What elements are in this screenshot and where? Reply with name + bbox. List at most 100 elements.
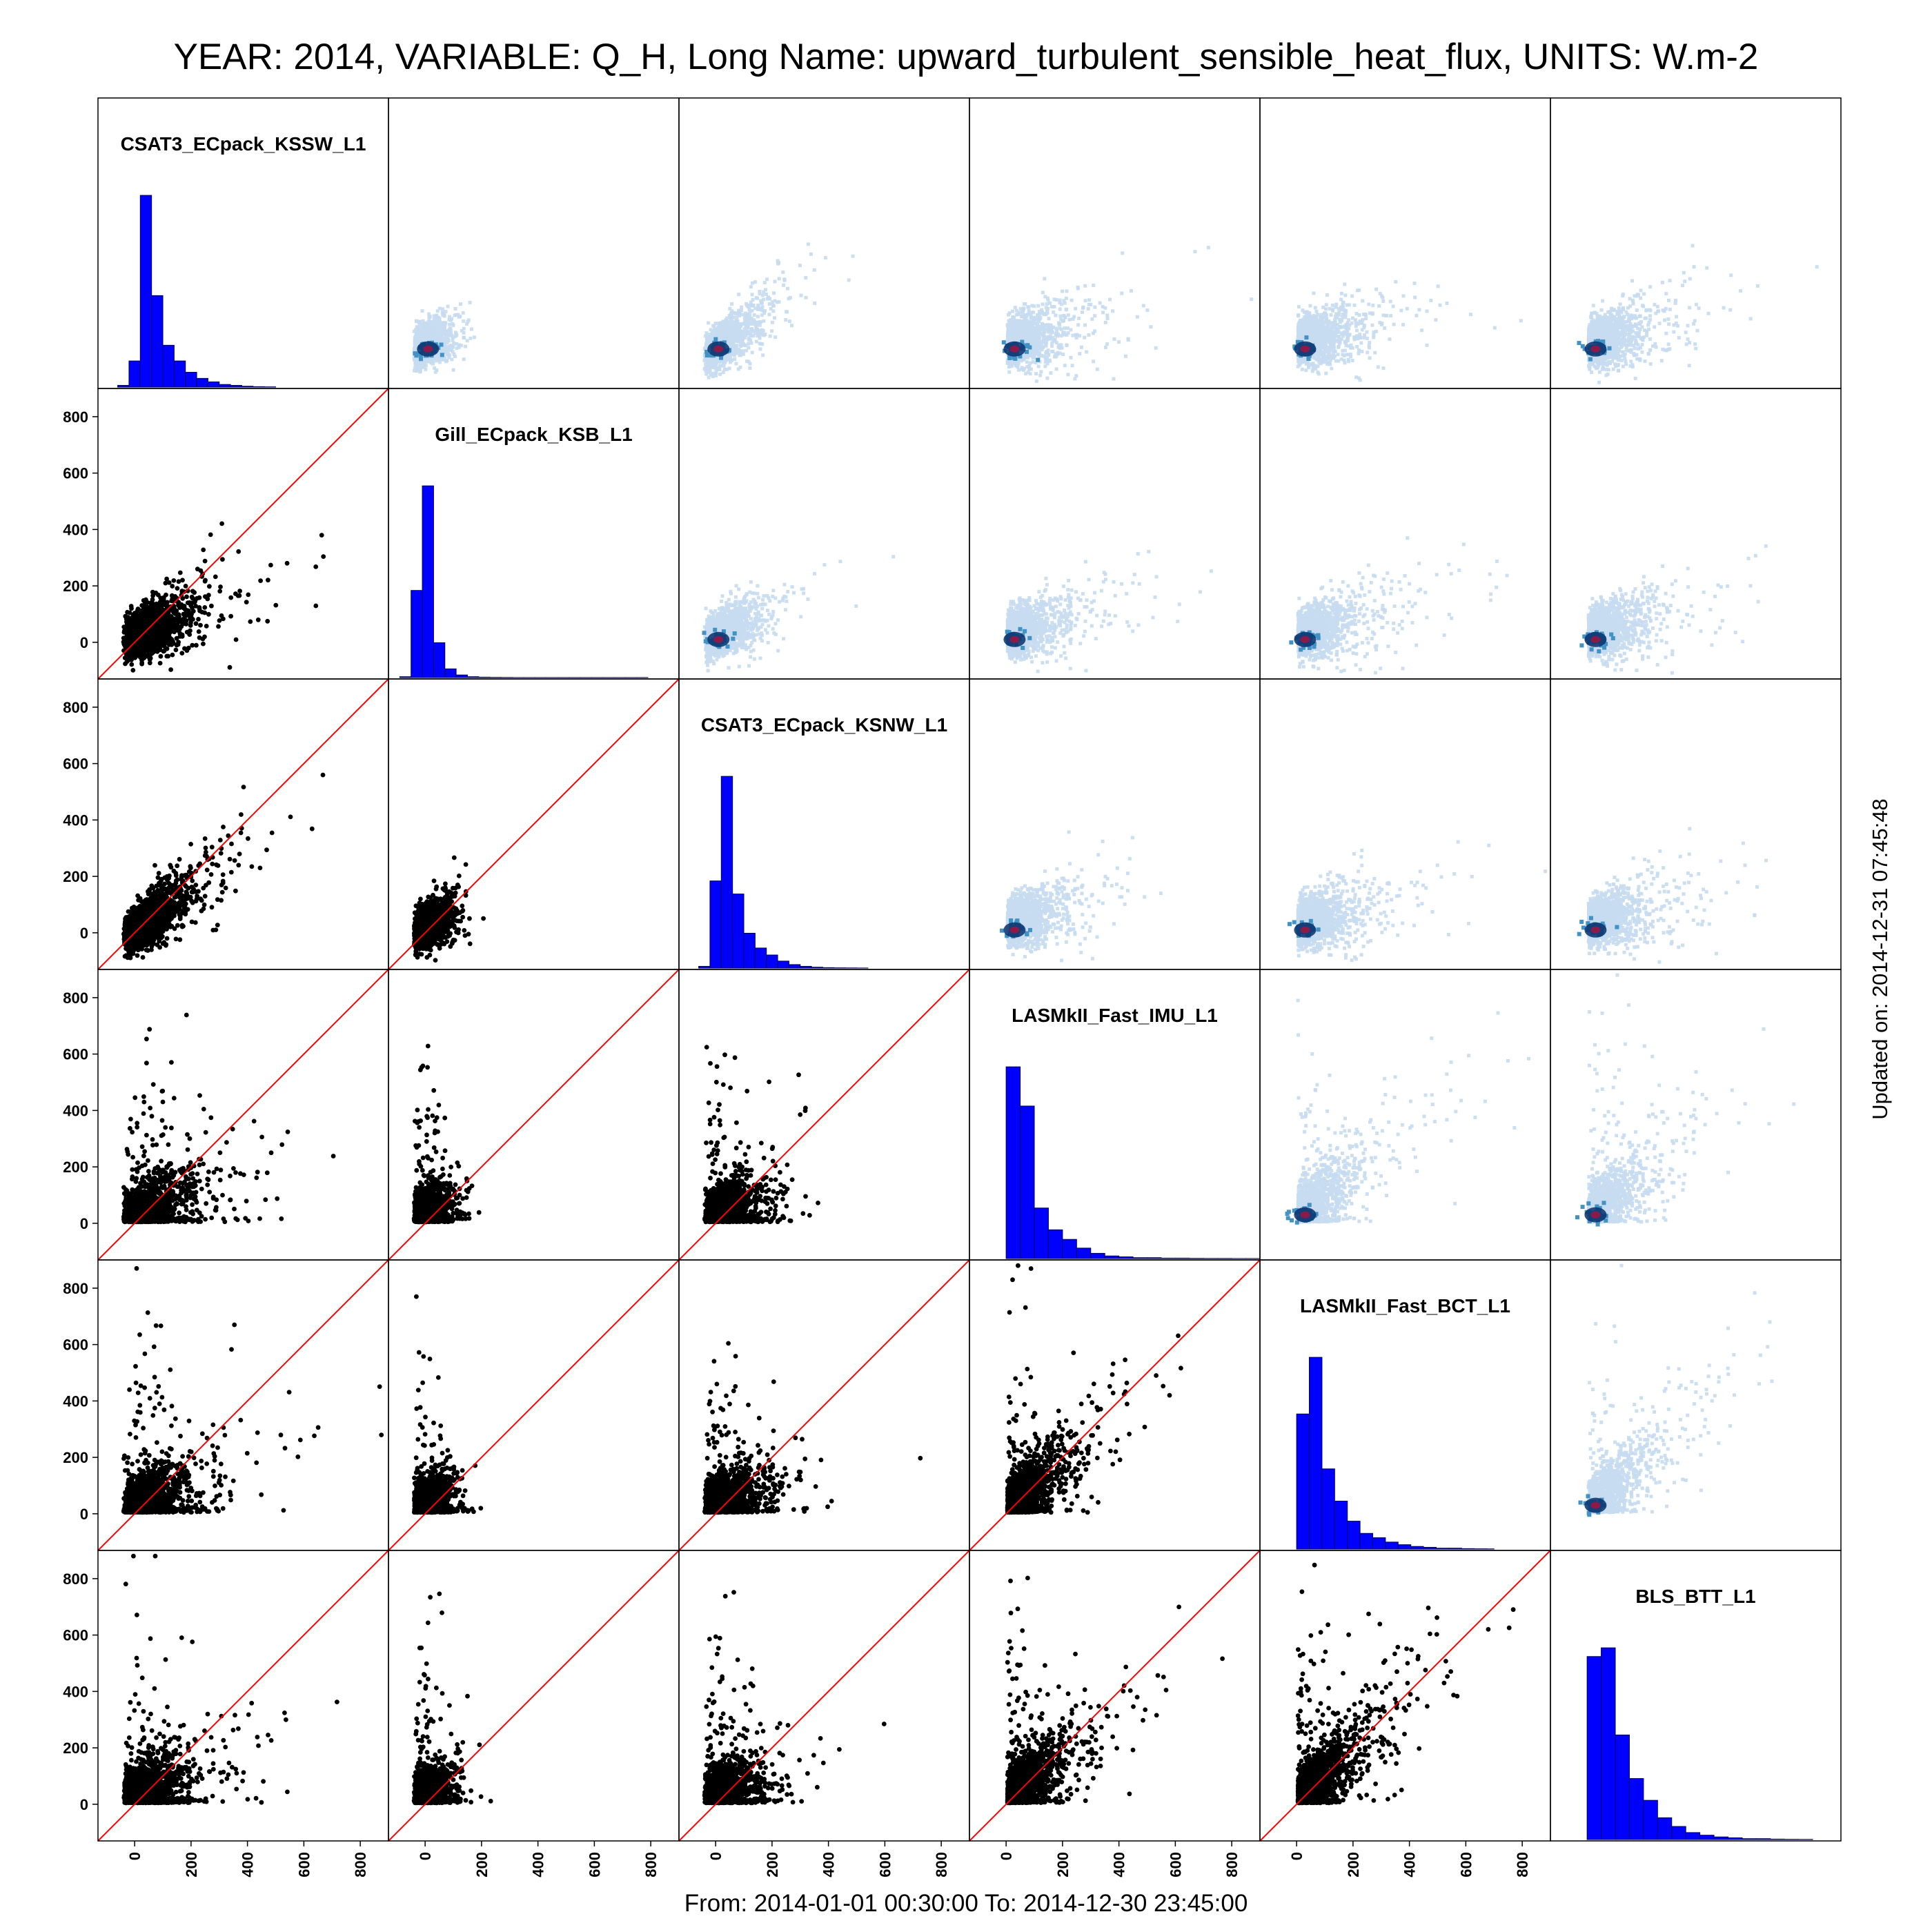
density-cell bbox=[1014, 319, 1018, 324]
density-cell bbox=[1083, 323, 1087, 327]
density-cell bbox=[438, 340, 442, 344]
density-cell bbox=[734, 319, 738, 323]
density-cell bbox=[415, 330, 419, 334]
density-cell bbox=[707, 362, 711, 366]
histogram-bar bbox=[219, 384, 231, 388]
density-cell bbox=[1053, 337, 1057, 342]
density-cell bbox=[1007, 356, 1012, 360]
density-cell bbox=[1024, 334, 1028, 338]
density-cell bbox=[1049, 327, 1054, 331]
density-cell bbox=[1056, 345, 1061, 349]
density-cell bbox=[1060, 346, 1064, 350]
density-cell bbox=[433, 322, 437, 326]
panel-r0-c2 bbox=[678, 97, 970, 389]
density-cell bbox=[424, 358, 428, 362]
density-cell bbox=[1030, 335, 1034, 339]
density-cell bbox=[727, 357, 731, 362]
density-cell bbox=[1105, 313, 1110, 317]
density-cell bbox=[439, 342, 444, 347]
density-cell bbox=[424, 367, 428, 371]
density-cell bbox=[707, 364, 711, 368]
density-cell bbox=[1031, 359, 1035, 364]
density-cell bbox=[1034, 372, 1038, 376]
histogram-bar bbox=[196, 377, 208, 388]
density-cell bbox=[747, 332, 751, 336]
density-cell bbox=[1347, 318, 1351, 322]
density-cell bbox=[446, 304, 450, 308]
density-cell bbox=[1036, 339, 1040, 344]
panel-r0-c1 bbox=[388, 97, 680, 389]
density-cell bbox=[469, 336, 473, 340]
density-cell bbox=[761, 328, 765, 333]
density-cell bbox=[1038, 316, 1042, 320]
density-cell bbox=[1130, 289, 1133, 293]
density-cell bbox=[1045, 296, 1049, 300]
density-cell bbox=[753, 319, 756, 324]
density-cell bbox=[1026, 313, 1030, 317]
density-cell bbox=[758, 292, 762, 296]
density-cell bbox=[713, 367, 718, 371]
density-cell bbox=[738, 353, 742, 357]
density-cell bbox=[722, 322, 727, 326]
density-cell bbox=[734, 312, 738, 316]
density-cell bbox=[442, 331, 446, 335]
density-cell bbox=[433, 370, 437, 374]
density-cell bbox=[416, 367, 420, 371]
density-cell bbox=[451, 338, 455, 342]
density-cell bbox=[707, 366, 711, 370]
density-cell bbox=[451, 335, 455, 339]
density-cell bbox=[734, 362, 738, 366]
density-cell bbox=[432, 317, 436, 321]
density-cell bbox=[443, 350, 447, 354]
density-cell bbox=[1010, 309, 1014, 313]
density-cell bbox=[1052, 339, 1056, 343]
density-cell bbox=[1038, 311, 1043, 315]
density-cell bbox=[1036, 333, 1041, 337]
density-cell bbox=[466, 318, 471, 322]
date-range-footer: From: 2014-01-01 00:30:00 To: 2014-12-30… bbox=[684, 1890, 1248, 1917]
density-cell bbox=[439, 325, 443, 328]
density-cell bbox=[414, 328, 418, 332]
density-cell bbox=[1069, 328, 1073, 332]
density-cell bbox=[1029, 313, 1033, 317]
variable-label: CSAT3_ECpack_KSSW_L1 bbox=[121, 133, 366, 155]
density-cell bbox=[1052, 297, 1056, 302]
density-cell bbox=[713, 337, 718, 342]
density-cell bbox=[727, 320, 731, 324]
density-cell bbox=[472, 335, 476, 339]
density-cell bbox=[437, 317, 442, 321]
density-cell bbox=[415, 362, 420, 366]
density-cell bbox=[1333, 320, 1337, 324]
density-cell bbox=[736, 329, 739, 333]
density-cell bbox=[1054, 367, 1058, 371]
density-cell bbox=[1032, 343, 1036, 347]
density-cell bbox=[1040, 342, 1044, 346]
density-cell bbox=[1054, 332, 1058, 336]
density-cell bbox=[1045, 302, 1049, 306]
density-cell bbox=[1047, 328, 1051, 332]
density-cell bbox=[1014, 308, 1018, 313]
density-cell bbox=[1101, 310, 1105, 315]
density-cell bbox=[1013, 323, 1017, 327]
density-cell bbox=[1016, 329, 1020, 333]
density-cell bbox=[747, 317, 751, 321]
density-cell bbox=[1105, 317, 1110, 320]
density-cell bbox=[736, 339, 740, 343]
density-cell bbox=[1037, 351, 1041, 355]
density-cell bbox=[1065, 333, 1069, 337]
density-cell bbox=[1058, 307, 1062, 311]
density-cell bbox=[722, 354, 726, 357]
density-cell bbox=[747, 336, 751, 340]
density-cell bbox=[1049, 305, 1054, 308]
density-cell bbox=[437, 351, 442, 354]
density-cell bbox=[749, 285, 753, 289]
density-cell bbox=[762, 281, 767, 285]
density-cell bbox=[753, 323, 758, 327]
density-cell bbox=[710, 372, 714, 375]
density-cell bbox=[1043, 277, 1047, 281]
density-cell bbox=[781, 270, 785, 274]
density-cell bbox=[1056, 334, 1060, 338]
density-cell bbox=[1016, 324, 1019, 328]
density-cell bbox=[748, 362, 752, 366]
density-cell bbox=[420, 323, 424, 327]
